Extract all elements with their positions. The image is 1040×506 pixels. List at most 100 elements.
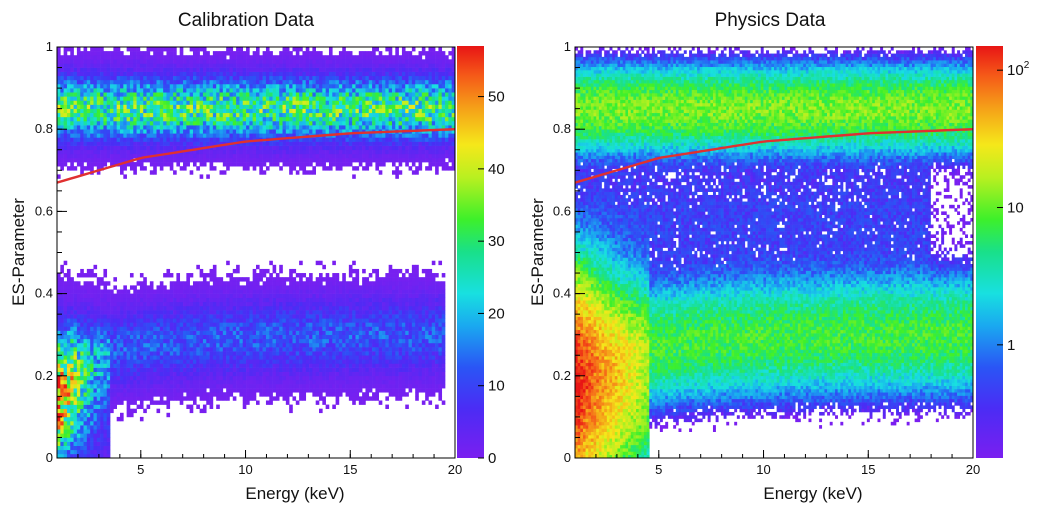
heatmap-cell — [70, 166, 74, 171]
heatmap-cell — [309, 281, 313, 286]
heatmap-cell — [272, 396, 277, 401]
heatmap-cell — [279, 104, 283, 109]
heatmap-cell — [179, 305, 184, 311]
heatmap-cell — [80, 322, 84, 327]
heatmap-cell — [186, 314, 190, 319]
heatmap-cell — [202, 273, 207, 278]
heatmap-cell — [80, 55, 84, 60]
heatmap-cell — [133, 334, 137, 340]
heatmap-cell — [272, 371, 277, 377]
heatmap-cell — [232, 388, 237, 393]
heatmap-cell — [93, 318, 98, 323]
heatmap-cell — [222, 88, 227, 93]
heatmap-cell — [252, 347, 257, 352]
heatmap-cell — [173, 384, 177, 389]
heatmap-cell — [86, 326, 91, 331]
heatmap-cell — [166, 347, 171, 352]
heatmap-cell — [295, 363, 300, 368]
heatmap-cell — [153, 310, 157, 315]
heatmap-cell — [129, 129, 134, 134]
heatmap-cell — [63, 285, 68, 290]
heatmap-cell — [242, 141, 247, 146]
heatmap-cell — [309, 293, 313, 299]
heatmap-cell — [80, 153, 84, 159]
heatmap-cell — [100, 355, 104, 360]
heatmap-cell — [189, 83, 194, 89]
heatmap-cell — [169, 59, 174, 64]
heatmap-cell — [96, 342, 101, 348]
heatmap-cell — [143, 112, 147, 118]
heatmap-cell — [319, 108, 323, 114]
heatmap-cell — [66, 314, 71, 319]
heatmap-cell — [70, 429, 74, 434]
heatmap-cell — [216, 334, 220, 340]
heatmap-cell — [93, 351, 98, 356]
heatmap-cell — [219, 112, 224, 118]
heatmap-cell — [143, 408, 147, 414]
heatmap-cell — [212, 129, 217, 134]
heatmap-cell — [57, 396, 61, 401]
heatmap-cell — [312, 47, 316, 52]
heatmap-cell — [110, 367, 114, 372]
heatmap-cell — [60, 293, 64, 299]
heatmap-cell — [259, 125, 263, 130]
heatmap-cell — [322, 162, 326, 167]
heatmap-cell — [159, 162, 164, 167]
heatmap-cell — [139, 310, 144, 315]
heatmap-cell — [103, 355, 108, 360]
heatmap-cell — [173, 375, 177, 381]
heatmap-cell — [256, 277, 260, 282]
heatmap-cell — [309, 108, 313, 114]
heatmap-cell — [305, 322, 310, 327]
heatmap-cell — [186, 125, 190, 130]
heatmap-cell — [192, 51, 197, 56]
heatmap-cell — [222, 125, 227, 130]
heatmap-cell — [246, 305, 250, 311]
heatmap-cell — [120, 79, 124, 85]
heatmap-cell — [63, 112, 68, 118]
heatmap-cell — [309, 92, 313, 97]
heatmap-cell — [202, 367, 207, 372]
heatmap-cell — [173, 120, 177, 126]
heatmap-cell — [60, 355, 64, 360]
heatmap-cell — [57, 47, 61, 52]
heatmap-cell — [57, 338, 61, 344]
heatmap-cell — [156, 129, 161, 134]
heatmap-cell — [93, 433, 98, 438]
heatmap-cell — [226, 104, 230, 109]
heatmap-cell — [139, 104, 144, 109]
heatmap-cell — [156, 47, 161, 52]
heatmap-cell — [106, 342, 111, 348]
heatmap-cell — [123, 83, 127, 89]
heatmap-cell — [70, 125, 74, 130]
heatmap-cell — [129, 334, 134, 340]
heatmap-cell — [289, 137, 293, 142]
heatmap-cell — [163, 137, 167, 142]
heatmap-cell — [103, 371, 108, 377]
heatmap-cell — [156, 330, 161, 335]
heatmap-cell — [292, 145, 297, 151]
heatmap-cell — [133, 351, 137, 356]
heatmap-cell — [262, 116, 267, 122]
heatmap-cell — [252, 273, 257, 278]
heatmap-cell — [86, 116, 91, 122]
heatmap-cell — [103, 289, 108, 294]
heatmap-cell — [299, 145, 303, 151]
heatmap-cell — [146, 355, 151, 360]
heatmap-cell — [222, 55, 227, 60]
heatmap-cell — [159, 330, 164, 335]
heatmap-cell — [312, 314, 316, 319]
heatmap-cell — [285, 67, 290, 72]
heatmap-cell — [289, 149, 293, 155]
heatmap-cell — [192, 314, 197, 319]
heatmap-cell — [60, 104, 64, 109]
heatmap-cell — [166, 310, 171, 315]
heatmap-cell — [166, 355, 171, 360]
heatmap-cell — [176, 55, 181, 60]
heatmap-cell — [179, 293, 184, 299]
heatmap-cell — [163, 47, 167, 52]
heatmap-cell — [246, 310, 250, 315]
heatmap-cell — [259, 141, 263, 146]
heatmap-cell — [126, 71, 131, 77]
heatmap-cell — [86, 367, 91, 372]
